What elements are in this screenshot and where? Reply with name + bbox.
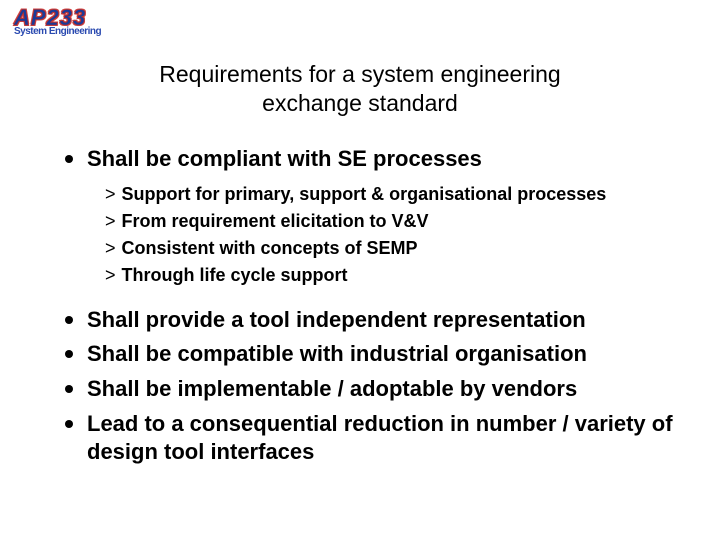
logo-subtitle: System Engineering bbox=[14, 26, 101, 37]
sub-list-item: > Through life cycle support bbox=[105, 263, 690, 287]
sub-list-item: > Support for primary, support & organis… bbox=[105, 182, 690, 206]
sub-list: > Support for primary, support & organis… bbox=[105, 182, 690, 288]
list-item: Shall be compliant with SE processes bbox=[65, 145, 690, 174]
sub-item-text: Support for primary, support & organisat… bbox=[122, 182, 607, 206]
list-item-text: Shall be compatible with industrial orga… bbox=[87, 340, 587, 369]
sub-item-text: Consistent with concepts of SEMP bbox=[122, 236, 418, 260]
list-item-text: Shall provide a tool independent represe… bbox=[87, 306, 586, 335]
chevron-icon: > bbox=[105, 236, 116, 260]
list-item-text: Shall be implementable / adoptable by ve… bbox=[87, 375, 577, 404]
bullet-icon bbox=[65, 420, 73, 428]
slide-body: Shall be compliant with SE processes > S… bbox=[65, 145, 690, 473]
list-item-text: Shall be compliant with SE processes bbox=[87, 145, 482, 174]
chevron-icon: > bbox=[105, 209, 116, 233]
list-item: Lead to a consequential reduction in num… bbox=[65, 410, 690, 467]
sub-list-item: > From requirement elicitation to V&V bbox=[105, 209, 690, 233]
list-item: Shall be implementable / adoptable by ve… bbox=[65, 375, 690, 404]
logo: AP233 System Engineering bbox=[14, 8, 101, 37]
chevron-icon: > bbox=[105, 263, 116, 287]
sub-list-item: > Consistent with concepts of SEMP bbox=[105, 236, 690, 260]
slide-title: Requirements for a system engineering ex… bbox=[0, 60, 720, 118]
list-item: Shall be compatible with industrial orga… bbox=[65, 340, 690, 369]
sub-item-text: From requirement elicitation to V&V bbox=[122, 209, 429, 233]
chevron-icon: > bbox=[105, 182, 116, 206]
bullet-icon bbox=[65, 155, 73, 163]
list-item-text: Lead to a consequential reduction in num… bbox=[87, 410, 690, 467]
bullet-icon bbox=[65, 316, 73, 324]
title-line-2: exchange standard bbox=[262, 90, 458, 116]
list-item: Shall provide a tool independent represe… bbox=[65, 306, 690, 335]
bullet-icon bbox=[65, 350, 73, 358]
bullet-icon bbox=[65, 385, 73, 393]
title-line-1: Requirements for a system engineering bbox=[159, 61, 560, 87]
sub-item-text: Through life cycle support bbox=[122, 263, 348, 287]
